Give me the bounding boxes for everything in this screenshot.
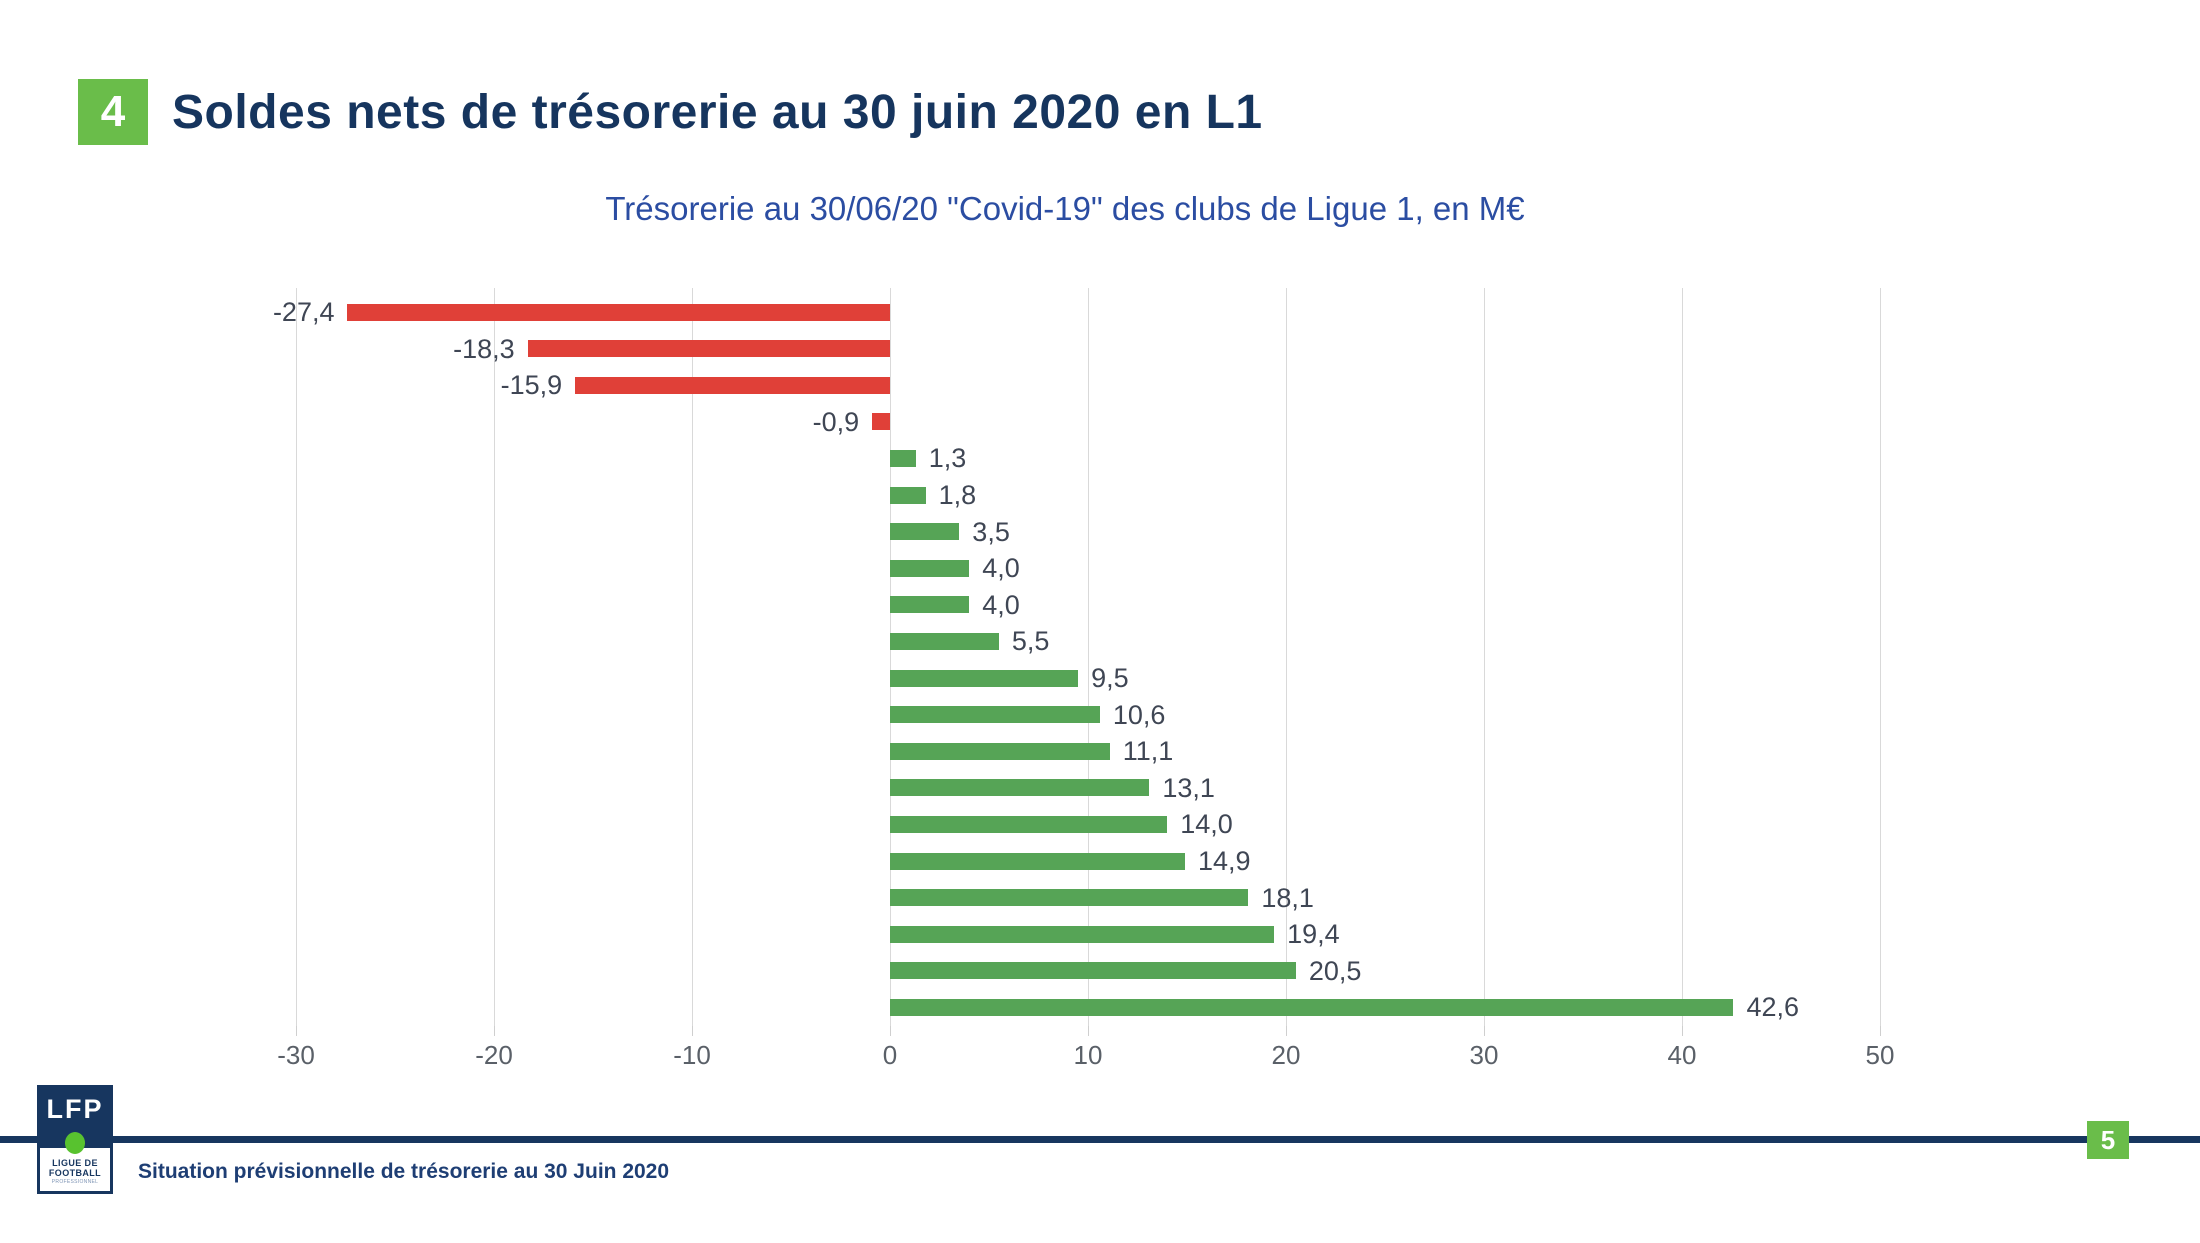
section-number-badge: 4: [78, 79, 148, 145]
x-axis-tick: [1681, 1026, 1683, 1036]
x-tick-label: 30: [1469, 1040, 1499, 1070]
bar-value-label: 42,6: [1746, 992, 1800, 1023]
bar: [890, 852, 1186, 870]
x-tick-label: -30: [277, 1040, 315, 1070]
chart-title: Trésorerie au 30/06/20 "Covid-19" des cl…: [605, 190, 1525, 227]
bar: [890, 632, 999, 650]
lfp-logo-subtext-line2: FOOTBALL: [48, 1168, 102, 1178]
bar: [890, 925, 1275, 943]
gridline: [295, 288, 297, 1026]
bar-value-label: 4,0: [982, 553, 1020, 584]
bar-value-label: -18,3: [453, 333, 515, 364]
x-tick-label: 40: [1667, 1040, 1697, 1070]
gridline: [493, 288, 495, 1026]
bar: [347, 303, 890, 321]
x-tick-label: -20: [475, 1040, 513, 1070]
bar-value-label: -27,4: [272, 297, 335, 327]
bar-value-label: 14,9: [1198, 846, 1251, 876]
x-tick-label: 20: [1271, 1040, 1301, 1070]
gridline: [691, 288, 693, 1026]
x-axis-tick: [691, 1026, 693, 1036]
bar-value-label: 14,0: [1180, 809, 1233, 840]
bar: [890, 742, 1110, 760]
x-axis-tick: [493, 1026, 495, 1036]
footer-divider: [0, 1136, 2200, 1143]
lfp-logo-subtext-line3: PROFESSIONNEL: [51, 1179, 99, 1185]
bar: [890, 889, 1249, 907]
bar: [890, 779, 1150, 797]
x-tick-label: 10: [1073, 1040, 1103, 1070]
lfp-logo-dot-icon: [65, 1132, 85, 1154]
page-number-badge: 5: [2087, 1121, 2129, 1159]
bar-value-label: 10,6: [1112, 699, 1166, 730]
gridline: [1681, 288, 1683, 1026]
lfp-logo-subtext-line1: LIGUE DE: [52, 1158, 98, 1168]
bar: [890, 559, 970, 577]
x-tick-label: 0: [882, 1040, 898, 1070]
bar: [890, 596, 970, 614]
bar-value-label: 9,5: [1091, 663, 1129, 693]
bar-value-label: 13,1: [1162, 772, 1215, 803]
bar: [890, 669, 1079, 687]
gridline: [1879, 288, 1881, 1026]
lfp-logo: LFP LIGUE DE FOOTBALL PROFESSIONNEL: [37, 1085, 113, 1194]
lfp-logo-subtext: LIGUE DE FOOTBALL PROFESSIONNEL: [37, 1148, 113, 1194]
x-tick-label: 50: [1865, 1040, 1895, 1070]
bar-value-label: -15,9: [500, 370, 563, 401]
bar: [575, 376, 890, 394]
bar: [890, 815, 1168, 833]
bar: [890, 998, 1734, 1016]
page-title: Soldes nets de trésorerie au 30 juin 202…: [172, 85, 1263, 139]
x-axis-tick: [889, 1026, 891, 1036]
x-tick-label: -10: [673, 1040, 711, 1070]
gridline: [1483, 288, 1485, 1026]
bar-value-label: 20,5: [1308, 955, 1362, 986]
bar-value-label: 4,0: [982, 589, 1020, 620]
bar: [890, 706, 1100, 724]
x-axis-tick: [295, 1026, 297, 1036]
x-axis-tick: [1087, 1026, 1089, 1036]
bar-value-label: 19,4: [1287, 919, 1340, 950]
bar-value-label: 11,1: [1122, 736, 1174, 767]
bar: [890, 962, 1296, 980]
bar-value-label: -0,9: [812, 406, 860, 437]
gridline: [1285, 288, 1287, 1026]
footer-caption: Situation prévisionnelle de trésorerie a…: [138, 1160, 670, 1183]
bar-value-label: 18,1: [1261, 882, 1314, 913]
bar-value-label: 1,8: [938, 480, 977, 510]
x-axis-tick: [1483, 1026, 1485, 1036]
bar: [527, 340, 890, 358]
x-axis-tick: [1285, 1026, 1287, 1036]
gridline: [1087, 288, 1089, 1026]
bar-value-label: 3,5: [972, 516, 1010, 547]
bar-value-label: 1,3: [928, 443, 967, 474]
bar: [872, 413, 890, 431]
bar-value-label: 5,5: [1011, 626, 1050, 657]
bar: [890, 449, 916, 467]
bar: [890, 486, 926, 504]
bar: [890, 523, 960, 541]
gridline: [889, 288, 891, 1026]
x-axis-tick: [1879, 1026, 1881, 1036]
